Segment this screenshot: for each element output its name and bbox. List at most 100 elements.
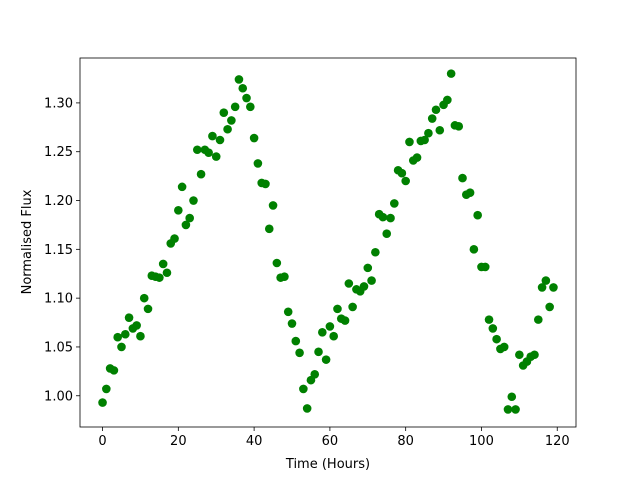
point <box>454 122 464 131</box>
point <box>132 321 141 330</box>
point <box>321 355 331 364</box>
point <box>359 282 369 291</box>
y-tick-label: 1.20 <box>44 194 73 209</box>
point <box>424 128 433 138</box>
point <box>431 105 441 115</box>
y-tick-label: 1.00 <box>44 389 73 404</box>
point <box>238 83 248 93</box>
point <box>390 199 399 208</box>
point <box>215 135 225 145</box>
point <box>283 307 293 317</box>
point <box>185 213 194 223</box>
point <box>268 201 278 210</box>
point <box>230 102 240 112</box>
point <box>291 336 301 346</box>
x-tick-label: 40 <box>246 434 263 449</box>
point <box>246 102 255 112</box>
point <box>549 283 558 292</box>
point <box>488 324 498 333</box>
point <box>272 258 282 268</box>
x-tick-label: 60 <box>322 434 339 449</box>
point <box>211 152 221 161</box>
point <box>314 347 323 357</box>
point <box>136 331 145 341</box>
y-tick-label: 1.30 <box>44 96 73 111</box>
point <box>120 329 130 339</box>
point <box>98 398 107 407</box>
point <box>109 366 119 375</box>
point <box>348 302 357 312</box>
point <box>113 332 123 342</box>
point <box>170 234 179 243</box>
point <box>253 159 263 168</box>
point <box>469 245 479 254</box>
point <box>401 176 410 186</box>
y-tick-label: 1.25 <box>44 145 73 160</box>
point <box>397 168 407 178</box>
plot-frame <box>79 57 577 428</box>
point <box>503 405 513 414</box>
point <box>533 315 543 324</box>
point <box>420 135 429 145</box>
point <box>177 182 187 192</box>
point <box>192 145 202 155</box>
x-tick-label: 0 <box>98 434 106 449</box>
point <box>511 405 520 414</box>
point <box>280 272 289 281</box>
y-axis-label: Normalised Flux <box>20 189 35 294</box>
point <box>541 276 551 285</box>
point <box>310 369 320 379</box>
point <box>264 224 274 234</box>
point <box>117 342 126 352</box>
point <box>204 148 213 157</box>
point <box>299 384 308 394</box>
x-tick-label: 80 <box>397 434 414 449</box>
point <box>139 293 149 303</box>
point <box>181 220 191 230</box>
point <box>189 196 198 205</box>
point <box>344 279 354 288</box>
point <box>227 116 236 125</box>
point <box>208 131 217 141</box>
point <box>329 331 338 341</box>
point <box>162 268 172 278</box>
point <box>515 350 524 360</box>
point <box>196 169 206 179</box>
y-tick-label: 1.15 <box>44 243 73 258</box>
point <box>435 125 445 135</box>
x-tick-label: 20 <box>170 434 187 449</box>
point <box>295 348 304 358</box>
point <box>340 316 350 325</box>
point <box>484 315 494 324</box>
point <box>261 179 270 189</box>
point <box>458 173 467 183</box>
point <box>499 342 509 352</box>
point <box>367 276 376 285</box>
point <box>386 213 395 223</box>
x-tick-label: 100 <box>469 434 494 449</box>
point <box>427 114 437 123</box>
y-tick-label: 1.10 <box>44 292 73 307</box>
point <box>318 328 327 337</box>
point <box>378 212 388 222</box>
x-axis-label: Time (Hours) <box>285 457 370 472</box>
y-tick-label: 1.05 <box>44 340 73 355</box>
point <box>242 93 251 103</box>
point <box>507 392 517 402</box>
point <box>412 153 422 162</box>
point <box>155 273 164 282</box>
point <box>249 133 259 143</box>
point <box>382 229 392 239</box>
point <box>287 319 297 328</box>
point <box>333 304 342 314</box>
point <box>480 262 490 272</box>
point <box>325 322 335 331</box>
point <box>102 384 111 394</box>
point <box>302 404 312 413</box>
point <box>371 247 380 257</box>
point <box>465 188 475 198</box>
point <box>124 313 134 322</box>
point <box>158 259 168 269</box>
